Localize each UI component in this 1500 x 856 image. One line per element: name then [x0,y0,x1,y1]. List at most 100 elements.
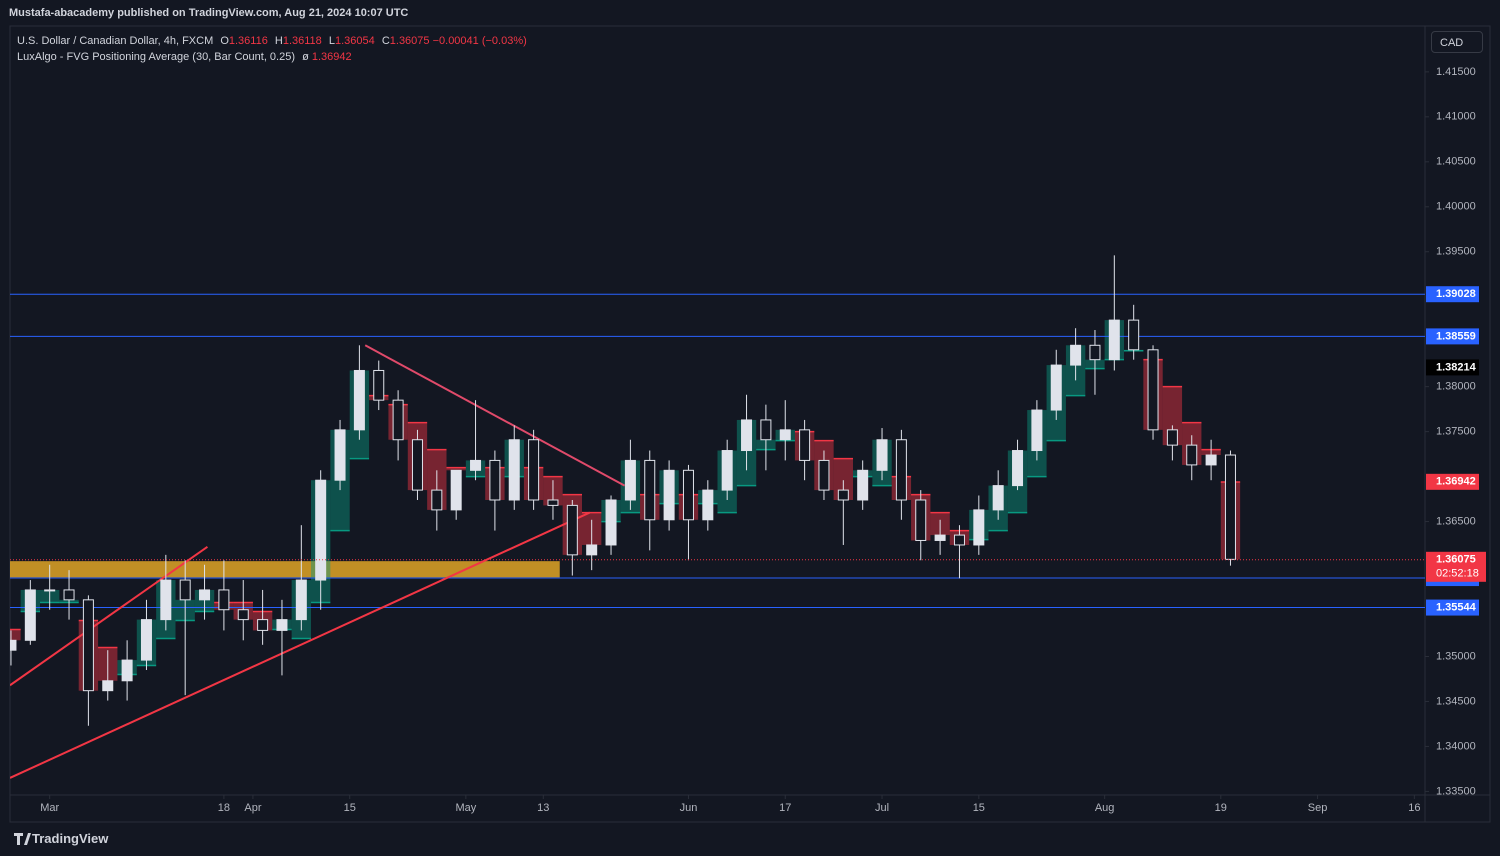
candle-body [470,459,482,471]
y-tick-label: 1.38000 [1436,381,1476,393]
countdown: 02:52:18 [1436,568,1479,580]
ohlc-value: 1.36075 [389,35,430,47]
candle-body [411,439,423,491]
candle-body [63,589,75,601]
candle-body [1089,344,1101,361]
candle-body [876,439,888,471]
y-tick-label: 1.37500 [1436,426,1476,438]
indicator-price-label: 1.36942 [1436,476,1476,488]
publish-header: Mustafa-abacademy published on TradingVi… [9,7,409,19]
trendline [10,545,209,687]
symbol: U.S. Dollar / Canadian Dollar, 4h, FXCM [17,35,214,47]
candle-body [644,459,656,521]
y-tick-label: 1.40500 [1436,156,1476,168]
y-tick-label: 1.40000 [1436,201,1476,213]
candle-body [179,579,191,601]
y-tick-label: 1.41500 [1436,66,1476,78]
candle-body [140,619,152,661]
currency-button[interactable]: CAD [1431,31,1483,53]
y-tick-label: 1.39500 [1436,246,1476,258]
y-tick-label: 1.35000 [1436,650,1476,662]
candle-body [721,450,733,491]
brand: TradingView [32,831,109,846]
x-tick-label: 15 [344,802,356,814]
candle-body [121,659,133,682]
candle-body [392,399,404,441]
change: −0.00041 (−0.03%) [432,35,527,47]
candle-body [605,499,617,546]
candle-body [895,439,907,501]
legend: U.S. Dollar / Canadian Dollar, 4h, FXCM … [17,33,527,65]
candle-body [353,369,365,431]
candle-body [837,489,849,501]
candle-body [1050,364,1062,411]
indicator-name: LuxAlgo - FVG Positioning Average (30, B… [17,51,296,63]
candle-body [663,469,675,521]
candle-body [953,534,965,546]
y-tick-label: 1.41000 [1436,111,1476,123]
level-label-bg [1426,328,1479,345]
candle-body [1224,454,1236,560]
candle-body [431,489,443,511]
level-label: 1.38559 [1436,330,1476,342]
candle-body [779,429,791,441]
ohlc-key: O [220,35,229,47]
level-label: 1.39028 [1436,288,1476,300]
candle-body [44,589,56,592]
last-price-label: 1.36075 [1436,554,1476,566]
ohlc-value: 1.36054 [334,35,375,47]
candle-body [237,609,249,621]
x-tick-label: 17 [779,802,791,814]
ohlc-key: H [274,35,283,47]
candle-body [857,469,869,501]
candle-body [1128,319,1140,351]
candle-body [528,439,540,501]
x-tick-label: Jul [875,802,889,814]
level-label-bg [1426,286,1479,303]
candle-body [992,485,1004,511]
candle-body [915,499,927,541]
candle-body [276,619,288,631]
candle-body [257,619,269,631]
supply-zone [10,561,560,578]
x-tick-label: 16 [1408,802,1420,814]
candle-body [1108,319,1120,361]
candle-body [450,469,462,511]
level-label-bg [1426,599,1479,616]
candle-body [160,579,172,621]
candle-body [934,534,946,541]
candle-body [1070,344,1082,366]
candle-body [741,419,753,452]
x-tick-label: 13 [537,802,549,814]
candle-body [1186,444,1198,466]
ohlc-key: L [328,35,335,47]
candle-body [760,419,772,441]
indicator-value: 1.36942 [311,51,352,63]
high-price-label: 1.38214 [1436,361,1477,373]
candle-body [799,429,811,461]
ohlc-value: 1.36118 [282,35,322,47]
candle-body [315,479,327,581]
candle-body [1031,409,1043,452]
symbol-legend: U.S. Dollar / Canadian Dollar, 4h, FXCM … [17,33,527,49]
candle-body [586,544,598,556]
candle-body [218,589,230,611]
x-tick-label: Aug [1095,802,1115,814]
fvg-band [10,629,21,641]
indicator-symbol: ø [302,51,309,63]
x-tick-label: 15 [973,802,985,814]
y-tick-label: 1.34500 [1436,695,1476,707]
candle-body [102,680,114,692]
candle-body [489,459,501,501]
candle-body [1205,454,1217,466]
candle-body [624,459,636,501]
candle-body [24,589,36,641]
fvg-band [446,467,466,471]
candle-body [818,459,830,491]
level-label: 1.35544 [1436,601,1477,613]
x-tick-label: 18 [218,802,230,814]
x-tick-label: Apr [244,802,261,814]
frame [9,25,1491,823]
high-price-bg [1426,359,1479,376]
